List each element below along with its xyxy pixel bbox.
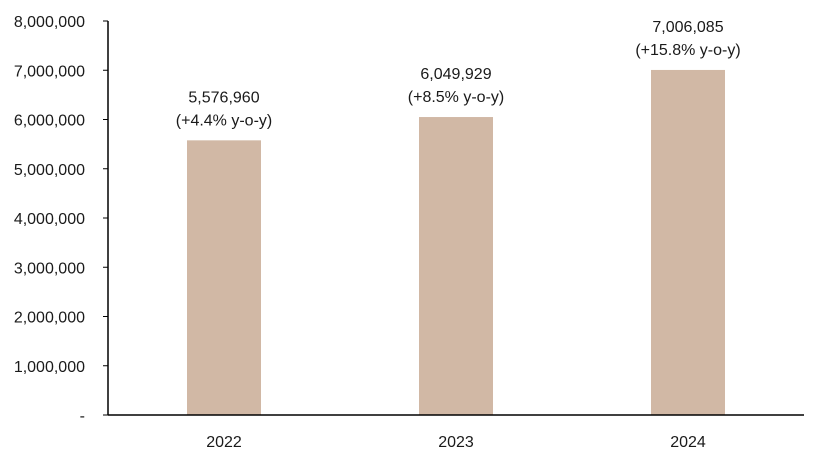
value-label-2023: 6,049,929 — [420, 66, 491, 83]
x-category-label-2023: 2023 — [438, 434, 474, 451]
y-tick-label: - — [80, 408, 85, 425]
y-tick-label: 6,000,000 — [14, 113, 85, 130]
y-axis-ticks: - 1,000,000 2,000,000 3,000,000 4,000,000 5,0… — [14, 14, 108, 425]
y-tick-label: 4,000,000 — [14, 211, 85, 228]
y-tick-label: 1,000,000 — [14, 359, 85, 376]
y-tick-label: 3,000,000 — [14, 260, 85, 277]
change-label-2023: (+8.5% y-o-y) — [408, 89, 504, 106]
x-category-label-2024: 2024 — [670, 434, 706, 451]
value-label-2024: 7,006,085 — [652, 19, 723, 36]
y-tick-label: 5,000,000 — [14, 162, 85, 179]
bar-2022 — [187, 140, 261, 415]
data-labels: 5,576,960 (+4.4% y-o-y) 6,049,929 (+8.5% y-… — [176, 19, 741, 129]
x-axis-categories: 2022 2023 2024 — [206, 434, 706, 451]
change-label-2022: (+4.4% y-o-y) — [176, 112, 272, 129]
value-label-2022: 5,576,960 — [188, 89, 259, 106]
bar-2023 — [419, 117, 493, 415]
change-label-2024: (+15.8% y-o-y) — [635, 42, 740, 59]
y-tick-label: 7,000,000 — [14, 63, 85, 80]
bar-series — [187, 69, 725, 415]
bar-2024 — [651, 69, 725, 415]
y-tick-label: 2,000,000 — [14, 310, 85, 327]
y-tick-label: 8,000,000 — [14, 14, 85, 31]
x-category-label-2022: 2022 — [206, 434, 242, 451]
